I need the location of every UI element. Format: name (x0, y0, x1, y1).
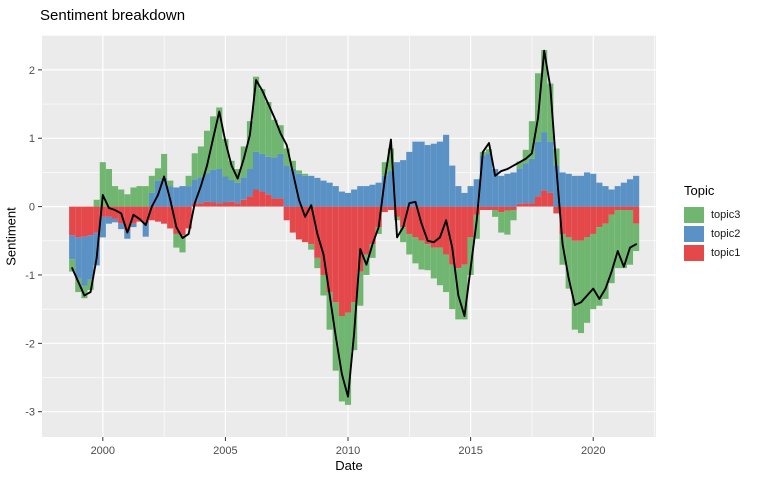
svg-text:-1: -1 (25, 270, 35, 282)
svg-text:-3: -3 (25, 407, 35, 419)
legend-item-topic3: topic3 (684, 207, 740, 223)
svg-text:2000: 2000 (91, 445, 115, 457)
svg-text:0: 0 (29, 202, 35, 214)
chart-title: Sentiment breakdown (40, 7, 186, 24)
topic1-label: topic1 (711, 247, 741, 259)
x-axis-title: Date (335, 458, 363, 473)
topic3-swatch (684, 207, 704, 223)
svg-text:2005: 2005 (213, 445, 237, 457)
svg-text:-2: -2 (25, 338, 35, 350)
legend: Topic topic3 topic2 topic1 (684, 183, 740, 264)
stacked-bars (69, 50, 640, 405)
svg-text:2010: 2010 (336, 445, 360, 457)
svg-text:1: 1 (29, 133, 35, 145)
topic2-label: topic2 (711, 228, 741, 240)
svg-text:2015: 2015 (458, 445, 482, 457)
topic2-swatch (684, 226, 704, 242)
sentiment-line (71, 49, 638, 398)
topic3-label: topic3 (711, 209, 741, 221)
axis-ticks: 2000 2005 2010 2015 2020 2 1 0 -1 -2 -3 (25, 65, 605, 457)
svg-text:2020: 2020 (581, 445, 605, 457)
svg-text:2: 2 (29, 65, 35, 77)
y-axis-title: Sentiment (3, 207, 19, 266)
legend-title: Topic (684, 183, 715, 198)
legend-item-topic1: topic1 (684, 245, 740, 261)
topic1-swatch (684, 245, 704, 261)
legend-item-topic2: topic2 (684, 226, 740, 242)
